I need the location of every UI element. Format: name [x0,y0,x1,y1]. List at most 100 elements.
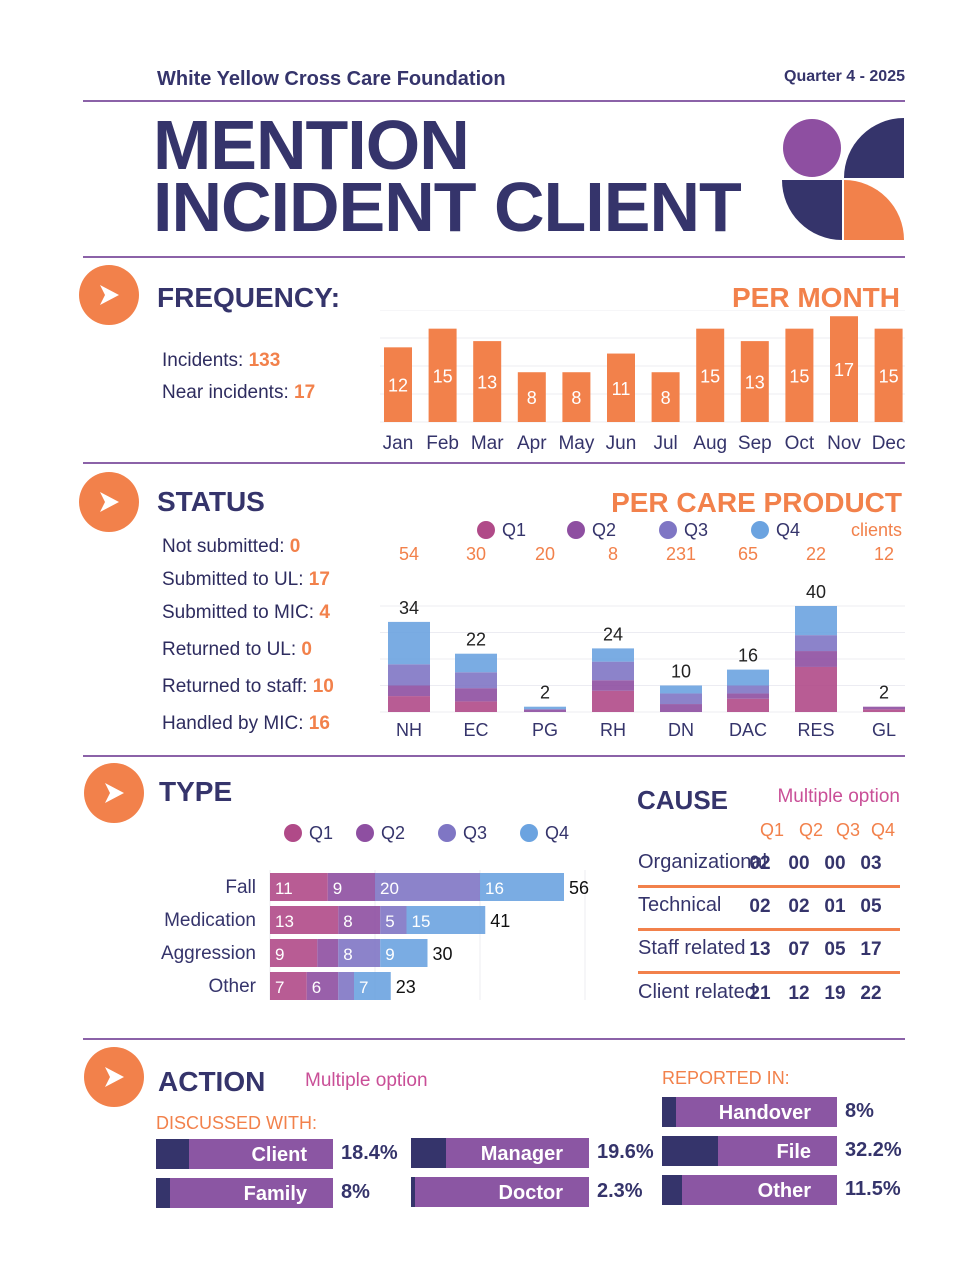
action-bar-percent: 8% [341,1181,370,1203]
action-bar-percent: 18.4% [341,1142,398,1164]
care-tick-label: DAC [729,720,767,740]
month-bar-value: 8 [661,388,671,408]
status-item: Submitted to MIC: 4 [162,602,330,624]
status-item-label: Not submitted: [162,536,290,557]
brand-logo [782,118,904,240]
logo-quarter-left [782,180,842,240]
legend-marker-q3 [659,521,677,539]
type-category-label: Other [208,976,256,997]
legend-marker-q3 [438,824,456,842]
type-segment-value: 9 [275,945,284,964]
legend-marker-q2 [356,824,374,842]
month-bar-value: 15 [433,366,453,386]
month-tick-label: Aug [693,433,727,454]
action-bar-fill [156,1139,189,1169]
cause-value: 12 [788,983,810,1004]
care-tick-label: PG [532,720,558,740]
month-tick-label: May [558,433,594,454]
incidents-value: 133 [248,350,281,371]
per-care-product-title: PER CARE PRODUCT [611,487,902,518]
care-bar-segment-q4 [660,685,702,694]
month-bar-value: 15 [789,366,809,386]
cause-value: 02 [749,853,771,874]
per-month-title: PER MONTH [732,282,900,313]
month-bar-value: 8 [527,388,537,408]
care-bar-segment-q4 [455,653,497,673]
legend-marker-q1 [477,521,495,539]
logo-quarter-orange [844,180,904,240]
care-bar-segment-q3 [388,664,430,686]
type-segment-value: 8 [343,912,352,931]
divider [83,256,905,258]
month-tick-label: Sep [738,433,772,454]
care-bar-total: 16 [738,646,758,666]
legend-label: Q2 [381,823,405,843]
type-bar-segment-q1 [270,972,307,1000]
type-bar-total: 41 [490,911,510,931]
status-item: Submitted to UL: 17 [162,569,330,591]
care-bar-segment-q4 [795,606,837,636]
action-title: ACTION [158,1066,266,1097]
month-bar-apr [517,372,546,422]
type-bar-segment-q2 [317,939,339,967]
cause-value: 22 [860,983,882,1004]
type-bar-segment-q4 [380,939,428,967]
legend-label: Q4 [545,823,569,843]
cause-row: Organizational 02 00 00 03 [638,843,900,888]
clients-count: 8 [608,544,618,564]
care-bar-total: 2 [879,683,889,703]
type-bar-segment-q2 [306,972,339,1000]
type-segment-value: 9 [333,879,342,898]
type-segment-value: 15 [412,912,431,931]
clients-count: 54 [399,544,419,564]
cause-note: Multiple option [777,786,900,807]
cause-row: Staff related 13 07 05 17 [638,929,900,974]
type-segment-value: 5 [385,912,394,931]
care-bar-segment-q2 [727,693,769,699]
type-category-label: Medication [164,910,256,931]
incidents-stat: Incidents: 133 [162,350,280,372]
clients-count: 20 [535,544,555,564]
cause-row: Client related 21 12 19 22 [638,973,900,1015]
status-item-label: Submitted to UL: [162,569,309,590]
month-bar-nov [830,316,858,422]
care-bar-segment-q4 [727,669,769,686]
page-title-line2: INCIDENT CLIENT [153,168,742,246]
status-item-value: 17 [308,569,330,590]
clients-count: 30 [466,544,486,564]
type-segment-value: 20 [380,879,399,898]
month-bar-value: 12 [388,376,408,396]
type-segment-value: 7 [359,978,368,997]
cause-value: 00 [824,853,846,874]
reported-file-bar: File [662,1136,837,1166]
type-bar-segment-q2 [338,906,381,934]
care-bar-segment-q1 [863,709,905,712]
status-item-value: 4 [319,602,330,623]
cause-value: 17 [860,939,882,960]
action-bar-label: Family [243,1183,307,1205]
legend-marker-q4 [751,521,769,539]
month-tick-label: Nov [827,433,861,454]
month-tick-label: Apr [517,433,547,454]
month-bar-mar [473,341,502,422]
cause-quarter-header: Q1 [760,820,785,840]
clients-count: 12 [874,544,894,564]
legend-label: Q1 [309,823,333,843]
play-arrow-icon [79,265,139,325]
type-title: TYPE [159,776,233,807]
near-incidents-value: 17 [294,382,316,403]
action-bar-label: Doctor [498,1182,563,1204]
discussed-doctor-bar: Doctor [411,1177,589,1207]
play-arrow-icon [84,763,144,823]
type-segment-value: 6 [312,978,321,997]
status-item-value: 10 [312,676,334,697]
type-bar-segment-q1 [270,906,339,934]
divider [83,1038,905,1040]
care-bar-segment-q2 [863,706,905,710]
type-bar-total: 56 [569,878,589,898]
discussed-family-bar: Family [156,1178,333,1208]
status-item-value: 16 [308,713,330,734]
reported-other-bar: Other [662,1175,837,1205]
legend-label: Q4 [776,520,800,540]
type-bar-segment-q3 [338,972,354,1000]
